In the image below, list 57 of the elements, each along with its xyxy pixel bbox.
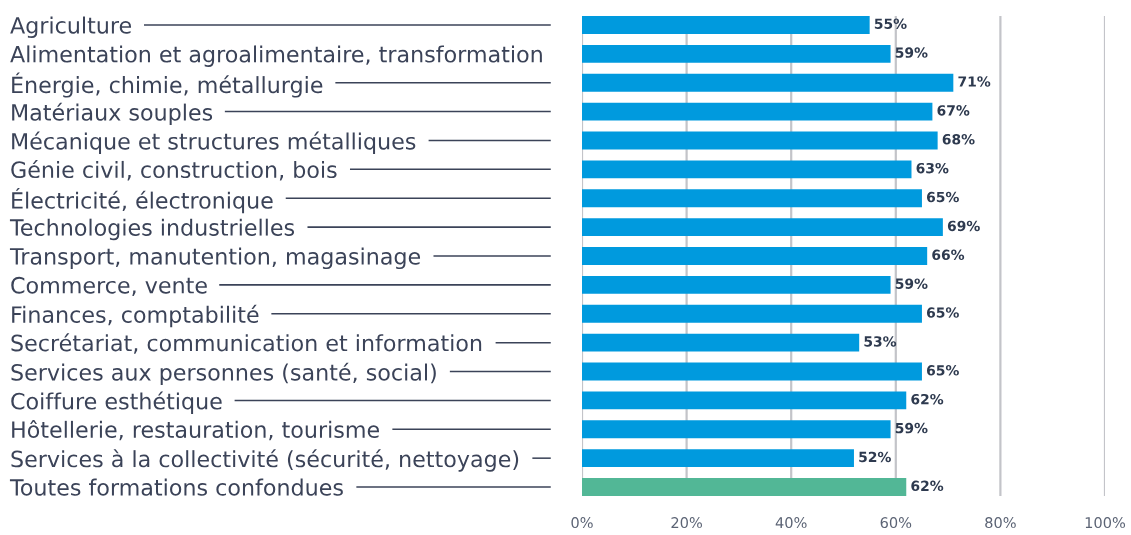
data-label: 59% — [895, 47, 928, 58]
bar — [582, 16, 870, 34]
y-tick-label: Services aux personnes (santé, social) — [11, 362, 436, 386]
data-label: 68% — [942, 134, 975, 145]
bar — [582, 44, 891, 63]
bar — [582, 189, 922, 208]
y-tick-label: Coiffure esthétique — [11, 391, 222, 414]
y-tick-label: Transport, manutention, magasinage — [9, 247, 421, 270]
y-tick-label: Électricité, électronique — [12, 187, 273, 214]
x-tick-label: 0% — [571, 517, 593, 529]
data-label: 69% — [947, 220, 980, 232]
y-tick-label: Technologies industrielles — [9, 218, 295, 241]
y-tick-label: Commerce, vente — [11, 276, 207, 296]
bar — [582, 420, 891, 439]
data-label: 65% — [926, 365, 959, 376]
bar — [582, 247, 928, 265]
data-label: 67% — [937, 105, 970, 116]
data-label: 65% — [926, 191, 959, 203]
bar — [582, 160, 912, 179]
bar — [582, 391, 907, 410]
data-label: 66% — [932, 249, 965, 261]
y-tick-label: Alimentation et agroalimentaire, transformation — [10, 45, 542, 67]
x-tick-label: 80% — [985, 517, 1016, 529]
data-label: 52% — [859, 451, 891, 463]
data-label: 62% — [911, 393, 944, 405]
bar — [582, 304, 922, 323]
data-label: 71% — [958, 76, 991, 87]
data-label: 55% — [874, 18, 907, 29]
x-tick-label: 100% — [1085, 517, 1126, 529]
y-tick-label: Matériaux souples — [12, 102, 213, 126]
y-tick-label: Génie civil, construction, bois — [11, 160, 337, 181]
data-label: 53% — [864, 336, 897, 347]
x-tick-label: 40% — [775, 517, 807, 529]
bar — [582, 218, 943, 237]
bar — [582, 102, 933, 121]
data-label: 59% — [895, 422, 928, 434]
data-label: 65% — [926, 307, 959, 318]
bar — [582, 275, 891, 294]
y-tick-label: Secrétariat, communication et information — [11, 333, 482, 354]
bar — [582, 131, 938, 150]
bar — [582, 478, 907, 496]
x-tick-label: 60% — [880, 517, 912, 529]
bar — [582, 73, 954, 92]
bar — [582, 362, 922, 381]
bar — [582, 449, 854, 468]
y-tick-label: Mécanique et structures métalliques — [12, 131, 416, 154]
y-tick-label: Hôtellerie, restauration, tourisme — [12, 419, 379, 441]
y-tick-label: Services à la collectivité (sécurité, nettoyage) — [11, 449, 519, 472]
y-tick-label: Énergie, chimie, métallurgie — [12, 72, 323, 98]
data-label: 62% — [911, 480, 944, 492]
bar — [582, 333, 860, 352]
y-tick-label: Agriculture — [10, 16, 132, 39]
data-label: 63% — [916, 162, 949, 174]
y-tick-label: Finances, comptabilité — [12, 304, 259, 328]
data-label: 59% — [895, 278, 928, 289]
x-tick-label: 20% — [671, 517, 702, 529]
y-tick-label: Toutes formations confondues — [9, 478, 343, 496]
